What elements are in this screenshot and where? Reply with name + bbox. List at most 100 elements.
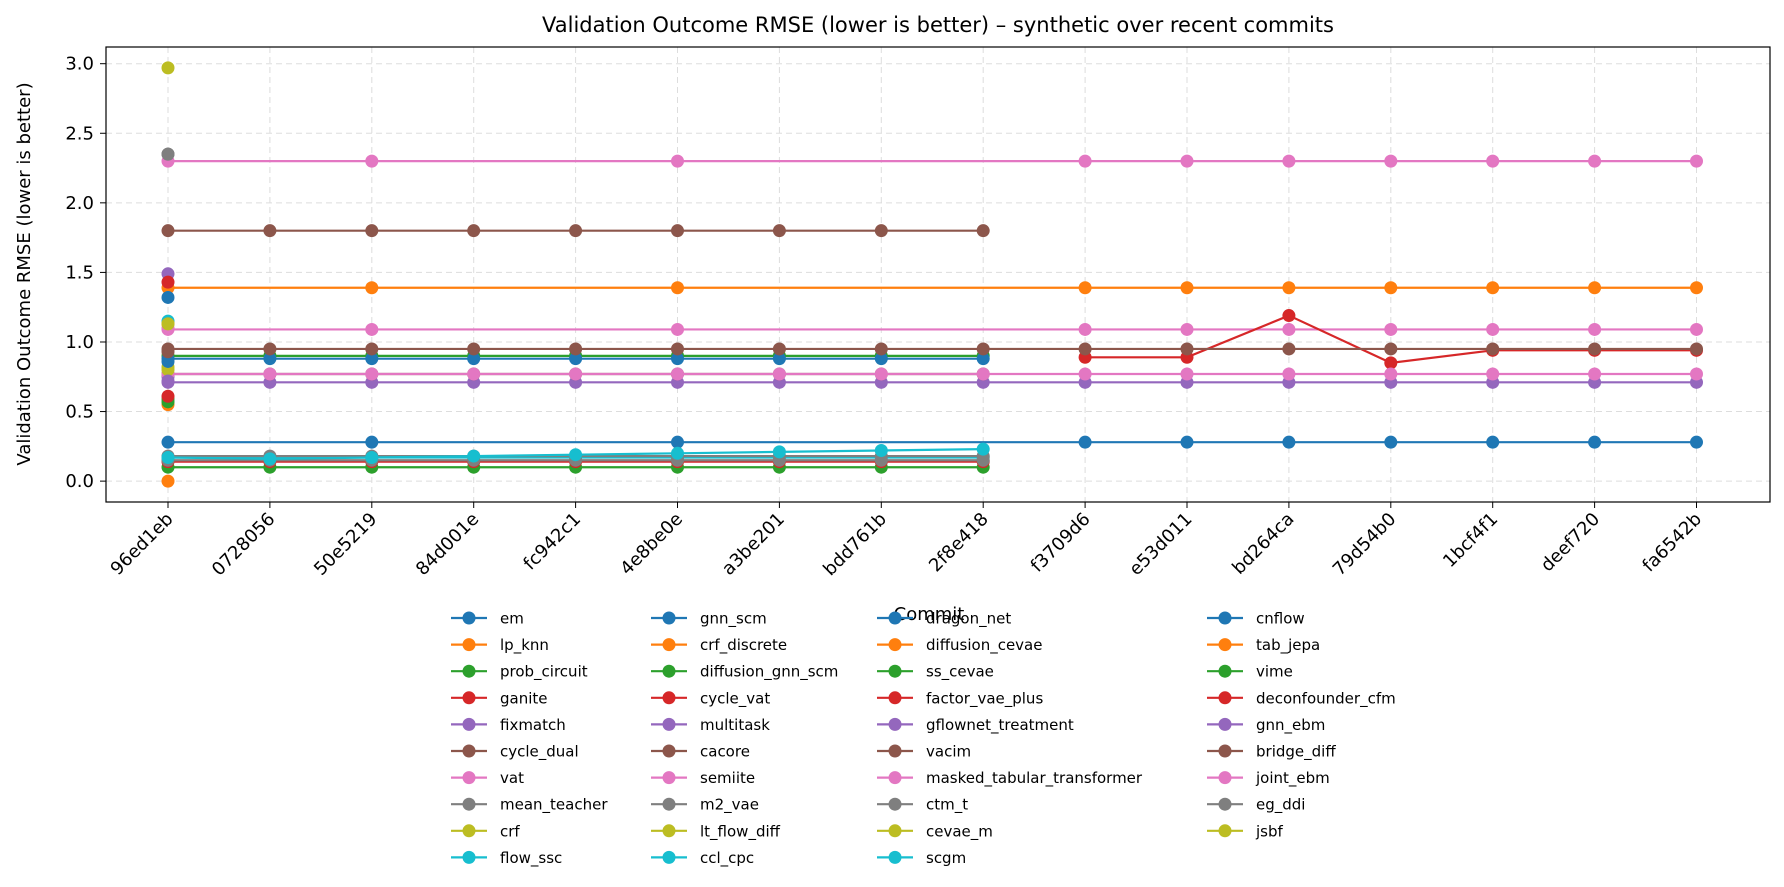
legend-item: joint_ebm (1207, 769, 1330, 788)
legend-label: vacim (926, 743, 971, 761)
y-axis: 0.0 0.5 1.0 1.5 2.0 2.5 3.0 (65, 54, 106, 492)
data-point (569, 448, 583, 462)
legend-swatch-marker (662, 797, 676, 811)
legend-label: cycle_vat (700, 689, 770, 708)
legend-swatch-marker (462, 771, 476, 785)
data-point (467, 367, 481, 381)
data-point (772, 445, 786, 459)
legend-swatch-marker (1218, 797, 1232, 811)
series-cycle_vat (161, 275, 175, 289)
legend-label: jsbf (1255, 822, 1284, 840)
legend-item: multitask (651, 716, 770, 734)
legend-label: lp_knn (500, 636, 549, 655)
data-point (1180, 322, 1194, 336)
legend-item: semiite (651, 769, 755, 787)
legend-item: diffusion_gnn_scm (651, 663, 838, 682)
legend-swatch-marker (462, 744, 476, 758)
legend-label: gnn_scm (700, 610, 767, 629)
series-gnn_scm (161, 290, 175, 304)
data-point (365, 450, 379, 464)
legend-label: joint_ebm (1255, 769, 1330, 788)
data-point (1282, 154, 1296, 168)
legend-item: lt_flow_diff (651, 822, 781, 841)
data-point (467, 449, 481, 463)
data-point (1384, 435, 1398, 449)
x-tick-label: 79d54b0 (1329, 509, 1401, 581)
x-tick-label: 1bcf4f1 (1439, 509, 1502, 572)
series-scgm (161, 442, 990, 466)
legend-swatch-marker (462, 850, 476, 864)
data-point (365, 322, 379, 336)
legend-swatch-marker (1218, 691, 1232, 705)
x-tick-label: 2f8e418 (925, 509, 993, 577)
legend-item: mean_teacher (451, 796, 608, 815)
data-point (1588, 281, 1602, 295)
x-tick-label: fc942c1 (519, 509, 585, 575)
legend-swatch-marker (662, 638, 676, 652)
data-point (1690, 367, 1703, 381)
data-point (1588, 322, 1602, 336)
legend-item: jsbf (1207, 822, 1284, 840)
data-point (161, 389, 175, 403)
data-point (1384, 342, 1398, 356)
data-point (263, 224, 277, 238)
legend-label: ctm_t (926, 796, 968, 815)
data-point (365, 342, 379, 356)
legend-swatch-marker (888, 691, 902, 705)
data-point (161, 61, 175, 75)
legend-item: fixmatch (451, 716, 566, 734)
legend-item: m2_vae (651, 796, 759, 815)
legend-label: cnflow (1256, 610, 1305, 628)
data-point (1078, 367, 1092, 381)
data-point (671, 154, 684, 168)
legend-swatch-marker (888, 797, 902, 811)
series-layer (161, 61, 1703, 488)
plot-frame (105, 46, 1771, 503)
data-point (874, 352, 888, 366)
data-point (1282, 367, 1296, 381)
legend-swatch-marker (888, 717, 902, 731)
data-point (671, 281, 684, 295)
data-point (1588, 154, 1602, 168)
x-tick-label: a3be201 (718, 509, 789, 580)
legend-item: ss_cevae (877, 663, 994, 682)
legend-item: vat (451, 769, 524, 787)
series-crf (161, 61, 175, 75)
data-point (1486, 154, 1500, 168)
data-point (365, 154, 379, 168)
legend-item: ganite (451, 689, 548, 707)
legend-swatch-marker (1218, 744, 1232, 758)
legend-swatch-marker (662, 717, 676, 731)
data-point (1486, 367, 1500, 381)
legend-swatch-marker (1218, 824, 1232, 838)
data-point (1180, 342, 1194, 356)
data-point (161, 317, 175, 331)
data-point (1690, 342, 1703, 356)
legend-item: gnn_scm (651, 610, 767, 629)
legend-swatch-marker (888, 611, 902, 625)
data-point (263, 342, 277, 356)
data-point (1282, 435, 1296, 449)
x-tick-label: 84d001e (412, 509, 483, 580)
data-point (976, 342, 990, 356)
series-deconfounder_cfm (161, 389, 175, 403)
legend-swatch-marker (662, 771, 676, 785)
legend-label: cycle_dual (500, 743, 579, 762)
legend-item: vime (1207, 663, 1293, 681)
legend-label: ss_cevae (926, 663, 994, 682)
x-tick-label: e53d011 (1125, 509, 1196, 580)
series-cnflow (161, 354, 175, 368)
legend-swatch-marker (462, 691, 476, 705)
series-jsbf (161, 317, 175, 331)
y-axis-label: Validation Outcome RMSE (lower is better… (14, 82, 35, 465)
legend-label: em (500, 610, 524, 628)
legend-label: scgm (926, 849, 966, 867)
grid (106, 47, 1770, 502)
data-point (569, 342, 583, 356)
data-point (772, 342, 786, 356)
data-point (1180, 367, 1194, 381)
data-point (1078, 322, 1092, 336)
series-dragon_net (161, 352, 990, 366)
legend-label: m2_vae (700, 796, 759, 815)
legend-label: dragon_net (926, 610, 1011, 629)
